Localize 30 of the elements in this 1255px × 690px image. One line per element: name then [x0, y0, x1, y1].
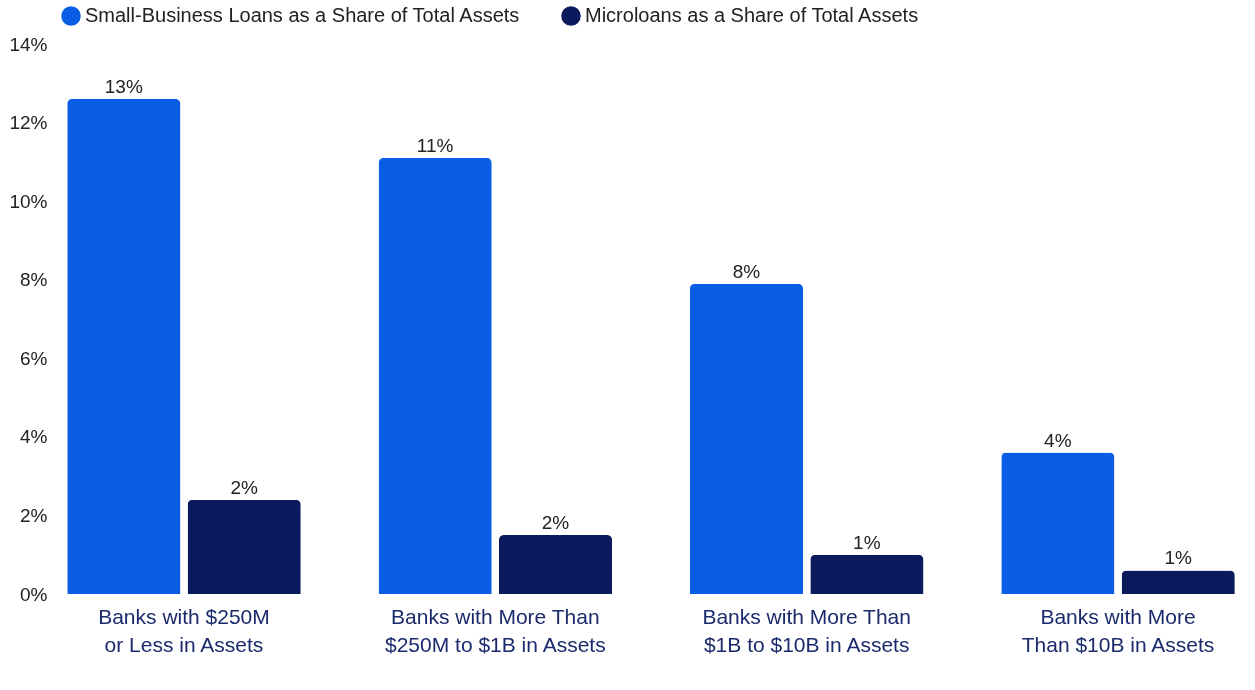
bar — [1121, 570, 1235, 594]
bar — [810, 554, 924, 594]
data-label: 2% — [230, 476, 258, 498]
y-tick-label: 2% — [20, 504, 48, 526]
y-tick-label: 8% — [20, 269, 48, 291]
data-label: 2% — [541, 512, 570, 534]
bar — [1001, 452, 1115, 594]
bar — [498, 535, 613, 594]
y-tick-label: 10% — [9, 190, 48, 212]
y-tick-label: 12% — [9, 112, 48, 134]
x-tick-label: Banks with More Than $250M to $1B in Assets — [385, 604, 606, 656]
bar — [187, 499, 301, 594]
x-tick-label: Banks with $250M or Less in Assets — [98, 604, 270, 656]
x-tick-label: Banks with More Than $1B to $10B in Assets — [702, 604, 911, 656]
y-tick-label: 14% — [9, 33, 48, 55]
legend-label: Small-Business Loans as a Share of Total Assets — [85, 4, 520, 26]
bar — [378, 157, 492, 594]
bar — [67, 99, 181, 594]
bar — [689, 283, 804, 594]
y-tick-label: 4% — [20, 426, 48, 448]
y-tick-label: 0% — [20, 583, 48, 605]
data-label: 4% — [1044, 429, 1072, 451]
data-label: 11% — [416, 134, 454, 156]
x-tick-label: Banks with More Than $10B in Assets — [1021, 604, 1215, 656]
legend-label: Microloans as a Share of Total Assets — [585, 4, 919, 26]
data-label: 1% — [1164, 547, 1193, 569]
data-label: 1% — [853, 531, 881, 553]
y-tick-label: 6% — [20, 347, 48, 369]
data-label: 13% — [104, 76, 143, 97]
data-label: 8% — [732, 260, 761, 282]
